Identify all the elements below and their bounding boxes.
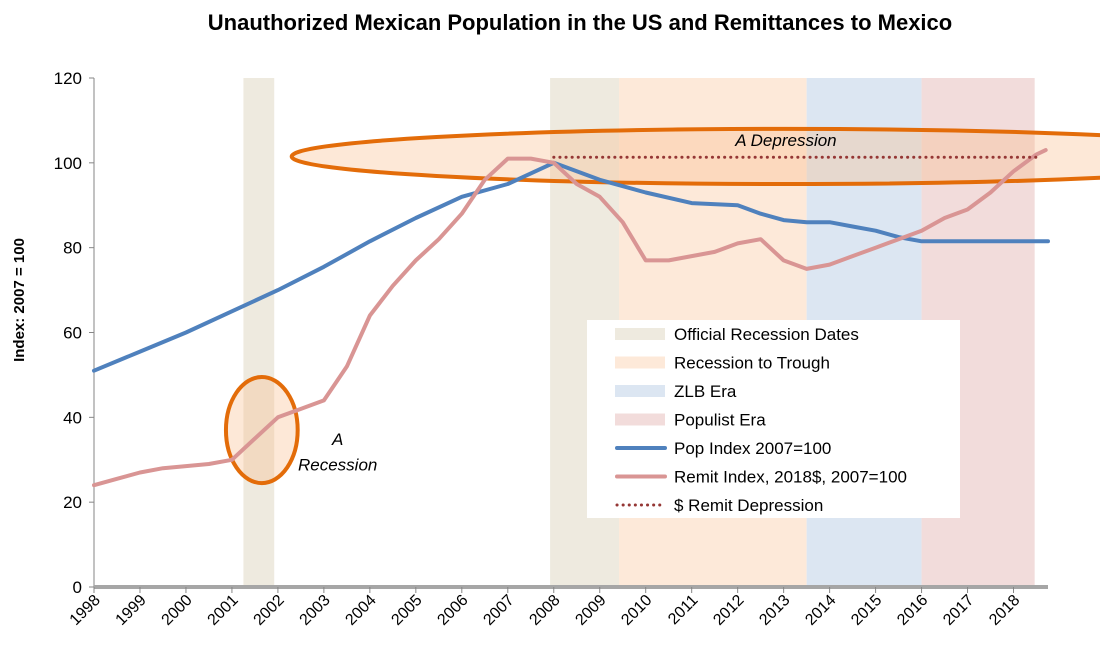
x-tick-label-10: 2008: [526, 592, 563, 629]
x-tick-label-7: 2005: [388, 592, 425, 629]
y-tick-label-0: 0: [73, 578, 82, 597]
x-tick-label-8: 2006: [434, 592, 471, 629]
annotation-0: A Depression: [734, 131, 836, 150]
y-axis-label: Index: 2007 = 100: [11, 238, 28, 362]
x-tick-label-16: 2014: [802, 592, 839, 629]
legend-swatch-2: [615, 385, 665, 397]
x-tick-label-2: 2000: [159, 592, 196, 629]
legend-swatch-3: [615, 413, 665, 426]
x-tick-label-9: 2007: [480, 592, 517, 629]
chart-title: Unauthorized Mexican Population in the U…: [208, 10, 952, 35]
annotation-2: Recession: [298, 455, 377, 474]
series-line-1: [92, 148, 1048, 488]
x-tick-label-13: 2011: [665, 592, 701, 628]
x-tick-label-1: 1999: [113, 592, 150, 629]
x-tick-label-3: 2001: [205, 592, 242, 629]
legend: Official Recession Dates Recession to Tro…: [587, 320, 960, 518]
annotation-1: A: [331, 430, 343, 449]
y-tick-label-3: 60: [63, 324, 82, 343]
x-tick-label-4: 2002: [251, 592, 288, 629]
series-lines: [92, 148, 1050, 488]
x-tick-label-5: 2003: [297, 592, 334, 629]
x-tick-label-0: 1998: [67, 592, 104, 629]
shaded-period-0: [243, 78, 275, 587]
legend-label-6: $ Remit Depression: [674, 496, 823, 515]
legend-swatch-1: [615, 356, 665, 369]
y-tick-label-4: 80: [63, 239, 82, 258]
legend-label-1: Recession to Trough: [674, 354, 830, 373]
legend-swatch-0: [615, 328, 665, 340]
series-line-0: [92, 160, 1050, 373]
x-tick-label-19: 2017: [940, 592, 977, 629]
x-tick-label-17: 2015: [848, 592, 885, 629]
x-tick-label-18: 2016: [894, 592, 931, 629]
x-tick-label-6: 2004: [342, 592, 379, 629]
x-tick-label-15: 2013: [756, 592, 793, 629]
x-tick-label-20: 2018: [986, 592, 1023, 629]
legend-label-0: Official Recession Dates: [674, 325, 859, 344]
legend-label-2: ZLB Era: [674, 382, 737, 401]
annotations: A Depression A Recession: [298, 131, 837, 474]
x-tick-label-12: 2010: [618, 592, 655, 629]
legend-label-3: Populist Era: [674, 411, 766, 430]
legend-label-4: Pop Index 2007=100: [674, 439, 831, 458]
y-tick-label-6: 120: [54, 69, 82, 88]
legend-label-5: Remit Index, 2018$, 2007=100: [674, 468, 907, 487]
x-tick-label-11: 2009: [572, 592, 609, 629]
x-tick-label-14: 2012: [710, 592, 747, 629]
y-tick-label-2: 40: [63, 408, 82, 427]
highlight-ellipse-1: [289, 126, 1100, 187]
y-tick-label-5: 100: [54, 154, 82, 173]
y-tick-label-1: 20: [63, 493, 82, 512]
